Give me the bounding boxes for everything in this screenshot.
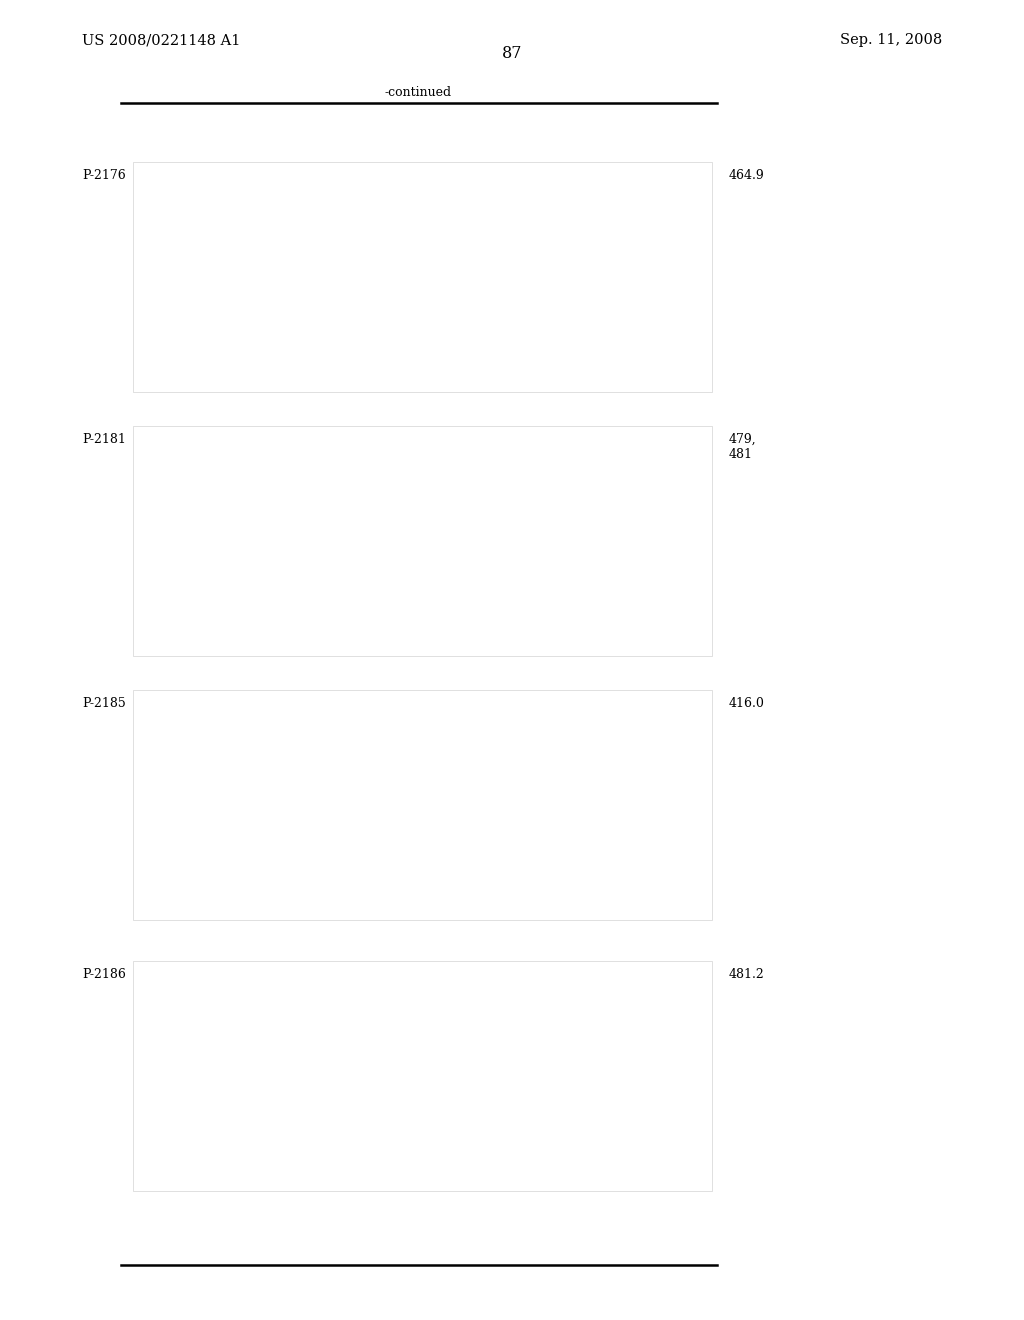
Bar	[133, 426, 712, 656]
Text: 416.0: 416.0	[729, 697, 765, 710]
Text: P-2186: P-2186	[82, 968, 126, 981]
Text: -continued: -continued	[384, 86, 452, 99]
Text: P-2176: P-2176	[82, 169, 126, 182]
Text: P-2185: P-2185	[82, 697, 126, 710]
Text: 481.2: 481.2	[729, 968, 765, 981]
Text: 464.9: 464.9	[729, 169, 765, 182]
Bar	[133, 690, 712, 920]
Text: 87: 87	[502, 45, 522, 62]
Bar	[133, 162, 712, 392]
Text: Sep. 11, 2008: Sep. 11, 2008	[840, 33, 942, 48]
Text: US 2008/0221148 A1: US 2008/0221148 A1	[82, 33, 241, 48]
Bar	[133, 961, 712, 1191]
Text: P-2181: P-2181	[82, 433, 126, 446]
Text: 479,
481: 479, 481	[729, 433, 757, 461]
